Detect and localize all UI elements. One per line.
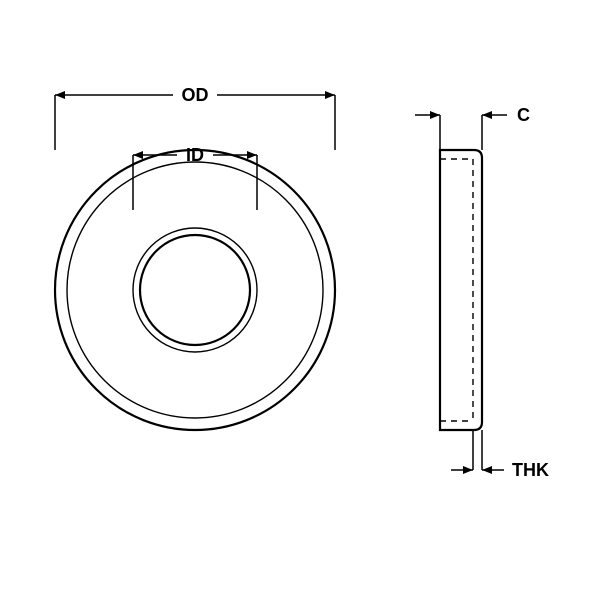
- c-label: C: [517, 105, 530, 125]
- id-label: ID: [186, 145, 204, 165]
- dimension-c: C: [415, 105, 530, 150]
- dimension-id: ID: [133, 145, 257, 210]
- dimension-od: OD: [55, 85, 335, 150]
- thk-label: THK: [512, 460, 549, 480]
- front-view: [55, 150, 335, 430]
- od-label: OD: [182, 85, 209, 105]
- side-view: [440, 150, 482, 430]
